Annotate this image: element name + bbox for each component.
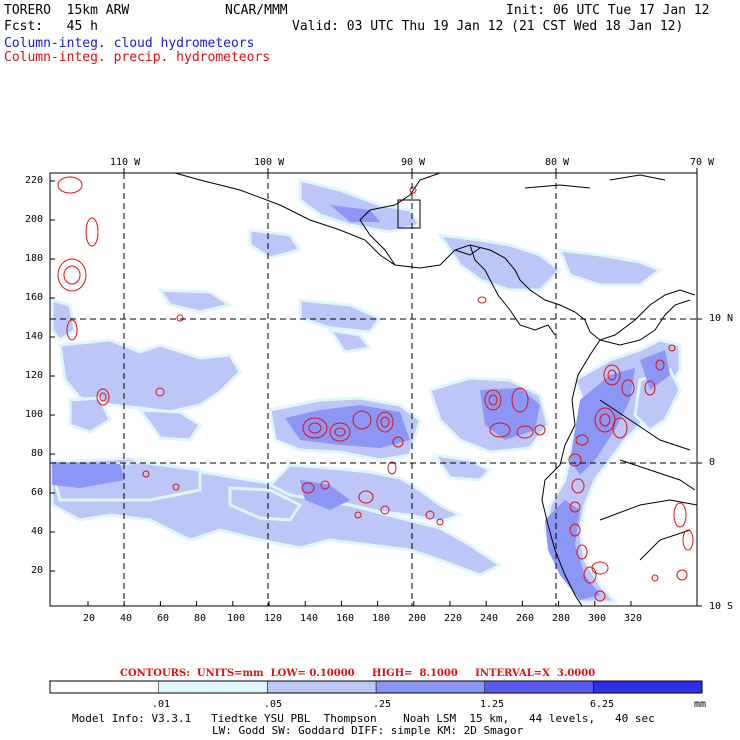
x-label: 80 xyxy=(194,613,207,624)
y-label: 80 xyxy=(31,448,44,459)
lon-label-70w: 70 W xyxy=(690,157,715,168)
lat-label-10n: 10 N xyxy=(709,313,734,324)
x-label: 120 xyxy=(264,613,283,624)
precip-hydrometeor-contours xyxy=(57,176,694,602)
y-label: 140 xyxy=(25,331,44,342)
colorbar-segment xyxy=(375,680,485,694)
x-label: 160 xyxy=(336,613,355,624)
model-physics: LW: Godd SW: Goddard DIFF: simple KM: 2D… xyxy=(212,724,524,737)
y-label: 60 xyxy=(31,487,44,498)
colorbar-segment xyxy=(593,680,703,694)
coastlines xyxy=(174,172,698,607)
cloud-hydrometeor-field xyxy=(50,178,682,604)
forecast-hour: Fcst: 45 h xyxy=(4,19,98,34)
x-label: 20 xyxy=(83,613,96,624)
y-label: 100 xyxy=(25,409,44,420)
x-label: 220 xyxy=(444,613,463,624)
y-label: 120 xyxy=(25,370,44,381)
y-label: 200 xyxy=(25,214,44,225)
colorbar-segment xyxy=(267,680,377,694)
colorbar-label: 6.25 xyxy=(590,699,615,710)
y-label: 20 xyxy=(31,565,44,576)
init-time: Init: 06 UTC Tue 17 Jan 12 xyxy=(506,3,710,18)
y-label: 220 xyxy=(25,175,44,186)
colorbar-segment xyxy=(158,680,268,694)
cloud-legend-label: Column-integ. cloud hydrometeors xyxy=(4,36,255,51)
model-info: Model Info: V3.3.1 Tiedtke YSU PBL Thomp… xyxy=(72,712,655,725)
valid-time: Valid: 03 UTC Thu 19 Jan 12 (21 CST Wed … xyxy=(292,19,684,34)
precip-legend-label: Column-integ. precip. hydrometeors xyxy=(4,50,271,65)
x-label: 140 xyxy=(300,613,319,624)
lon-label-100w: 100 W xyxy=(254,157,285,168)
x-label: 60 xyxy=(157,613,170,624)
lat-label-0: 0 xyxy=(709,457,716,468)
y-label: 40 xyxy=(31,526,44,537)
center-name: NCAR/MMM xyxy=(225,3,288,18)
colorbar-label: .01 xyxy=(152,699,171,710)
colorbar-label: .25 xyxy=(373,699,392,710)
lon-label-110w: 110 W xyxy=(110,157,141,168)
x-label: 260 xyxy=(516,613,535,624)
x-label: 300 xyxy=(588,613,607,624)
frame-ticks xyxy=(50,168,702,607)
x-label: 240 xyxy=(480,613,499,624)
colorbar-segment xyxy=(484,680,594,694)
graticule xyxy=(50,173,697,606)
y-label: 160 xyxy=(25,292,44,303)
y-label: 180 xyxy=(25,253,44,264)
colorbar xyxy=(49,680,703,694)
contour-info: CONTOURS: UNITS=mm LOW= 0.10000 HIGH= 8.… xyxy=(120,668,596,679)
colorbar-label: 1.25 xyxy=(480,699,505,710)
x-label: 180 xyxy=(372,613,391,624)
colorbar-segment xyxy=(49,680,159,694)
model-name: TORERO 15km ARW xyxy=(4,3,130,18)
x-label: 320 xyxy=(624,613,643,624)
x-label: 100 xyxy=(227,613,246,624)
lat-label-10s: 10 S xyxy=(709,601,734,612)
colorbar-label: .05 xyxy=(264,699,283,710)
lon-label-90w: 90 W xyxy=(401,157,426,168)
x-label: 40 xyxy=(120,613,133,624)
x-label: 200 xyxy=(408,613,427,624)
colorbar-unit: mm xyxy=(694,699,707,710)
lon-label-80w: 80 W xyxy=(545,157,570,168)
x-label: 280 xyxy=(552,613,571,624)
